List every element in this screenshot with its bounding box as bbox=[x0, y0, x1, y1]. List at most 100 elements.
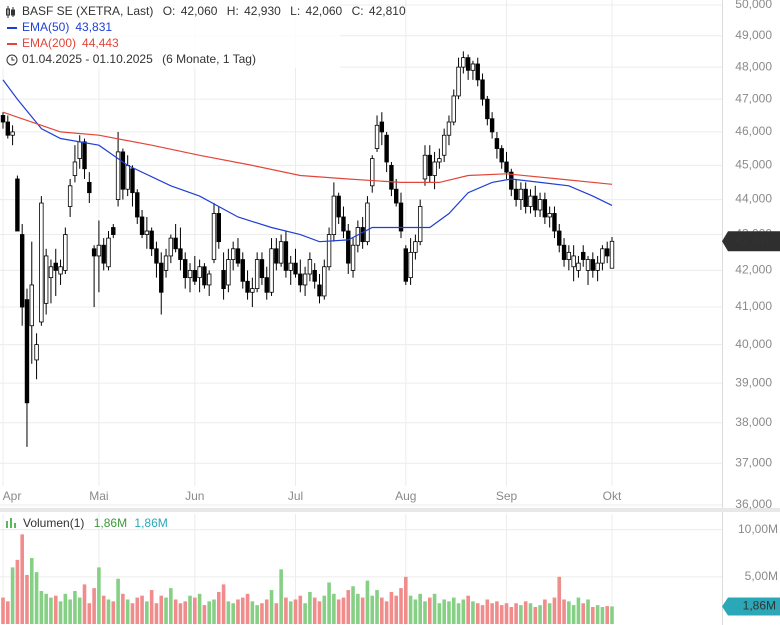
volume-tick-label: 5,00M bbox=[745, 569, 778, 583]
volume-bar bbox=[423, 601, 427, 624]
ohlc-value: 42,810 bbox=[369, 4, 406, 18]
candle-body bbox=[245, 280, 250, 293]
x-tick-label: Jul bbox=[288, 489, 303, 503]
candle-body bbox=[609, 240, 615, 269]
candle-body bbox=[557, 230, 562, 246]
price-tag bbox=[722, 231, 780, 252]
y-tick-label: 40,000 bbox=[735, 337, 772, 351]
candle-body bbox=[605, 248, 610, 257]
y-tick-label: 36,000 bbox=[735, 497, 772, 511]
volume-bar bbox=[456, 603, 461, 624]
volume-bar bbox=[471, 601, 475, 624]
volume-bar bbox=[538, 605, 542, 624]
candle-body bbox=[202, 266, 207, 286]
candle-body bbox=[394, 188, 399, 204]
marks bbox=[0, 51, 615, 624]
ohlc-value: 42,060 bbox=[306, 4, 343, 18]
volume-bar bbox=[63, 593, 68, 624]
volume-tag bbox=[722, 597, 780, 616]
candle-body bbox=[398, 202, 404, 232]
candle-body bbox=[48, 266, 54, 279]
volume-bar bbox=[346, 590, 351, 624]
volume-bar bbox=[53, 595, 58, 624]
candle-body bbox=[274, 248, 279, 264]
volume-bar bbox=[269, 590, 274, 624]
volume-bar bbox=[183, 601, 188, 624]
volume-bar bbox=[97, 567, 101, 624]
x-tick-label: Aug bbox=[395, 489, 416, 503]
volume-bar bbox=[543, 599, 547, 624]
volume-bar bbox=[523, 601, 528, 624]
volume-bar bbox=[317, 601, 322, 624]
volume-bar bbox=[49, 597, 53, 624]
volume-bar bbox=[610, 606, 614, 624]
candle-body bbox=[34, 344, 39, 361]
candle-body bbox=[499, 148, 504, 163]
candle-body bbox=[533, 195, 538, 211]
candle-body bbox=[82, 141, 87, 170]
volume-tag-label: 1,86M bbox=[743, 599, 776, 613]
candle-body bbox=[475, 63, 480, 81]
candle-body bbox=[542, 199, 548, 218]
volume-bar bbox=[480, 605, 485, 624]
candle-body bbox=[101, 244, 106, 264]
volume-bar bbox=[360, 597, 365, 624]
volume-bar bbox=[375, 590, 379, 624]
volume-bar bbox=[274, 603, 279, 624]
candle-body bbox=[561, 244, 567, 260]
volume-bar bbox=[121, 593, 125, 624]
candle-body bbox=[149, 230, 154, 250]
header-line: BASF SE (XETRA, Last) O: 42,060 H: 42,93… bbox=[22, 4, 406, 18]
volume-bar bbox=[212, 599, 216, 624]
candle-body bbox=[87, 181, 92, 194]
volume-bar bbox=[68, 599, 72, 624]
volume-bar bbox=[101, 595, 106, 624]
volume-bar bbox=[447, 601, 451, 624]
candle-body bbox=[432, 161, 437, 176]
y-tick-label: 37,000 bbox=[735, 455, 772, 469]
candle-body bbox=[485, 98, 490, 120]
volume-bar bbox=[557, 576, 562, 624]
y-tick-label: 48,000 bbox=[735, 59, 772, 73]
candle-body bbox=[581, 251, 586, 260]
candle-body bbox=[547, 213, 552, 218]
volume-bar bbox=[595, 605, 600, 624]
volume-bar bbox=[149, 590, 154, 624]
candle-body bbox=[528, 195, 533, 207]
candle-body bbox=[63, 234, 68, 271]
candle-body bbox=[446, 121, 452, 136]
period-note: (6 Monate, 1 Tag) bbox=[162, 52, 256, 66]
volume-bar bbox=[39, 590, 44, 624]
candle-body bbox=[408, 251, 413, 279]
volume-value: 1,86M bbox=[134, 516, 167, 530]
candle-body bbox=[537, 199, 543, 211]
volume-bar bbox=[404, 576, 408, 624]
candle-body bbox=[197, 266, 202, 279]
volume-bar bbox=[178, 603, 183, 624]
candle-body bbox=[470, 63, 476, 71]
candle-body bbox=[5, 121, 10, 136]
volume-bar bbox=[490, 603, 494, 624]
volume-bar bbox=[303, 603, 307, 624]
y-tick-label: 42,000 bbox=[735, 263, 772, 277]
volume-bar bbox=[25, 574, 29, 624]
header-bg bbox=[0, 0, 340, 68]
volume-bar bbox=[451, 597, 456, 624]
candle-body bbox=[374, 124, 380, 149]
volume-bar bbox=[29, 557, 34, 624]
candle-body bbox=[346, 230, 351, 264]
y-tick-label: 47,000 bbox=[735, 91, 772, 105]
candle-body bbox=[302, 273, 308, 286]
candle-body bbox=[451, 95, 456, 123]
volume-bar bbox=[164, 597, 168, 624]
ohlc-value: 42,930 bbox=[244, 4, 281, 18]
volume-bar bbox=[216, 591, 221, 624]
y-tick-label: 50,000 bbox=[735, 0, 772, 11]
y-tick-label: 46,000 bbox=[735, 124, 772, 138]
candle-body bbox=[43, 255, 49, 304]
legend-value: 44,443 bbox=[82, 36, 119, 50]
candle-body bbox=[67, 185, 73, 207]
legend-name: EMA(200) bbox=[22, 36, 76, 50]
